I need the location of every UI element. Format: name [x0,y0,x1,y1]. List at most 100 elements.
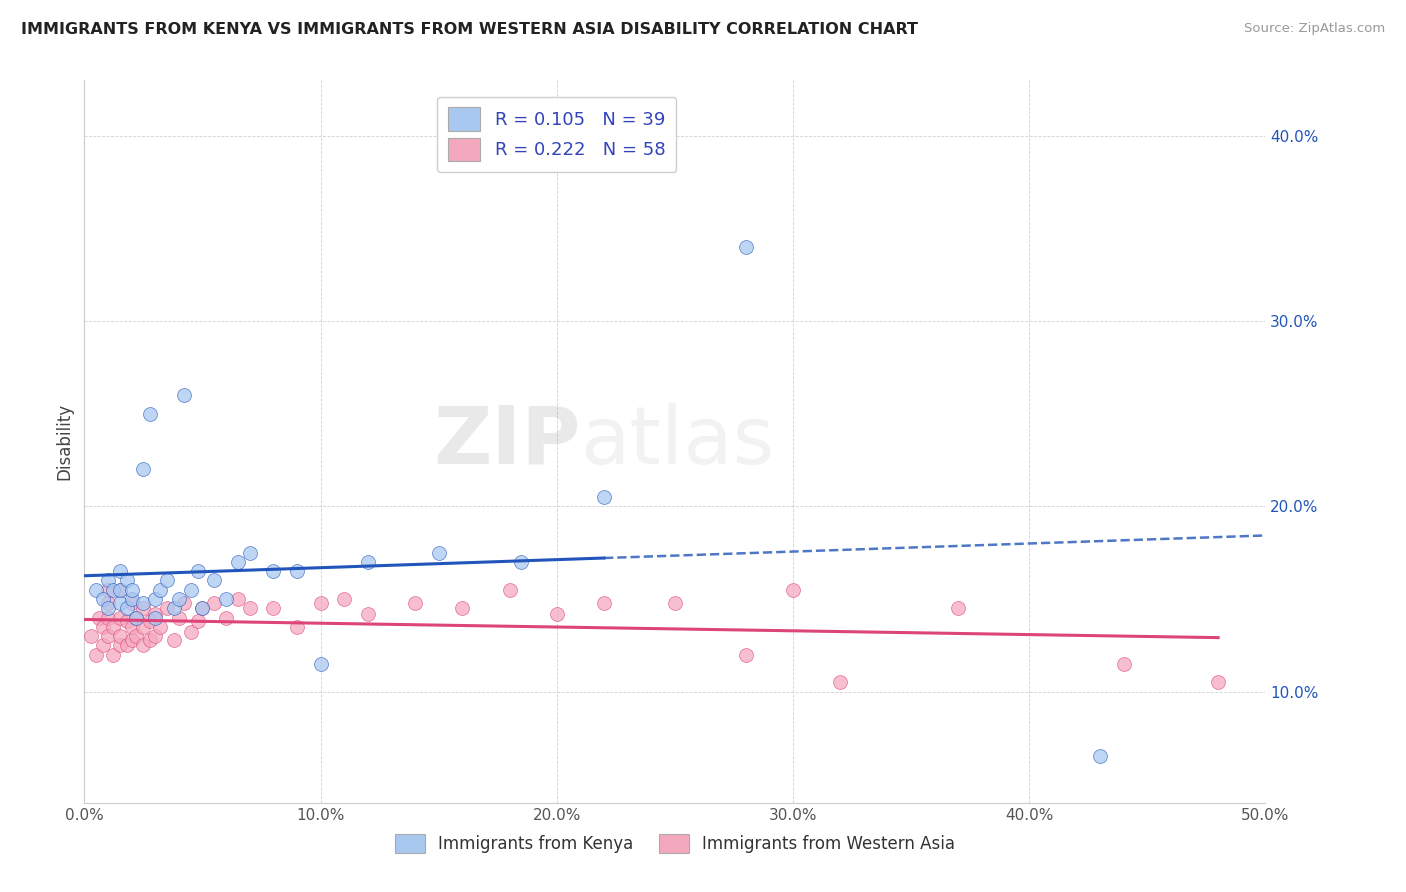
Point [593,596,616,610]
Point [191,601,214,615]
Point [115,574,138,588]
Point [125,610,148,624]
Point [510,555,533,569]
Point [333,592,356,607]
Point [239,601,262,615]
Point [143,592,166,607]
Point [121,620,143,634]
Point [830,675,852,690]
Point [173,596,195,610]
Point [149,582,172,597]
Point [139,407,162,421]
Point [239,546,262,560]
Point [427,546,450,560]
Point [108,582,131,597]
Point [108,582,131,597]
Text: atlas: atlas [581,402,775,481]
Point [108,629,131,643]
Point [285,620,308,634]
Point [546,607,568,621]
Point [115,614,138,628]
Point [132,596,155,610]
Point [91,620,114,634]
Point [191,601,214,615]
Point [121,592,143,607]
Point [180,625,202,640]
Point [132,601,155,615]
Point [664,596,686,610]
Point [87,610,110,624]
Text: ZIP: ZIP [433,402,581,481]
Point [187,564,209,578]
Point [187,614,209,628]
Point [132,462,155,476]
Point [115,601,138,615]
Point [101,582,124,597]
Point [84,648,107,662]
Point [101,648,124,662]
Point [202,574,225,588]
Legend: Immigrants from Kenya, Immigrants from Western Asia: Immigrants from Kenya, Immigrants from W… [388,827,962,860]
Point [163,632,186,647]
Point [132,638,155,652]
Point [309,657,332,671]
Point [173,388,195,402]
Point [108,638,131,652]
Point [84,582,107,597]
Point [125,610,148,624]
Point [357,607,380,621]
Text: Source: ZipAtlas.com: Source: ZipAtlas.com [1244,22,1385,36]
Point [80,629,103,643]
Point [1088,749,1111,764]
Point [97,574,120,588]
Y-axis label: Disability: Disability [55,403,73,480]
Point [451,601,474,615]
Point [782,582,804,597]
Point [948,601,970,615]
Point [97,596,120,610]
Point [139,632,162,647]
Point [593,490,616,504]
Point [167,610,190,624]
Point [180,582,202,597]
Point [121,596,143,610]
Point [149,620,172,634]
Point [215,592,238,607]
Point [404,596,426,610]
Point [167,592,190,607]
Point [108,610,131,624]
Point [143,610,166,624]
Point [262,564,284,578]
Point [226,592,249,607]
Point [125,629,148,643]
Point [97,582,120,597]
Point [734,240,756,254]
Point [139,614,162,628]
Point [132,620,155,634]
Point [734,648,756,662]
Point [262,601,284,615]
Point [226,555,249,569]
Point [97,629,120,643]
Point [97,601,120,615]
Point [97,610,120,624]
Point [143,629,166,643]
Point [121,582,143,597]
Point [156,574,179,588]
Point [156,601,179,615]
Point [101,620,124,634]
Point [285,564,308,578]
Point [357,555,380,569]
Point [108,596,131,610]
Point [121,632,143,647]
Point [215,610,238,624]
Point [91,638,114,652]
Point [91,592,114,607]
Point [1112,657,1135,671]
Point [143,607,166,621]
Text: IMMIGRANTS FROM KENYA VS IMMIGRANTS FROM WESTERN ASIA DISABILITY CORRELATION CHA: IMMIGRANTS FROM KENYA VS IMMIGRANTS FROM… [21,22,918,37]
Point [115,638,138,652]
Point [202,596,225,610]
Point [108,564,131,578]
Point [1206,675,1229,690]
